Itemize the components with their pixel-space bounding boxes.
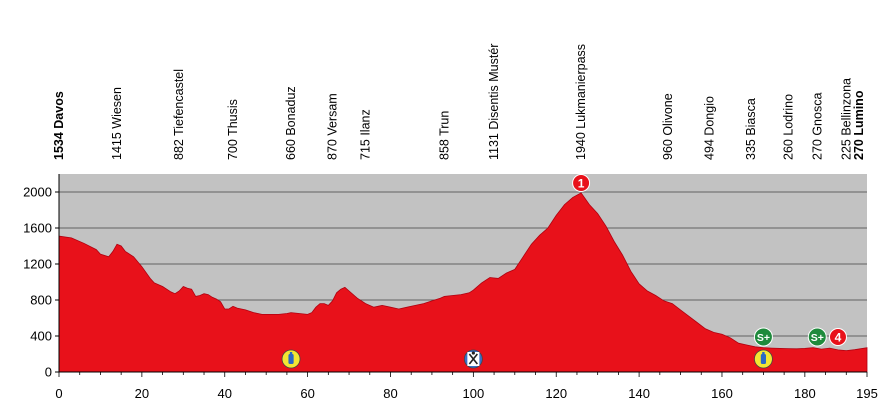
- location-label: 225 Bellinzona: [839, 78, 853, 160]
- x-tick-label: 180: [794, 386, 816, 401]
- sprint-badge-icon: S+: [807, 327, 827, 347]
- location-label: 858 Trun: [437, 111, 451, 160]
- kom-badge-icon: 1: [572, 174, 591, 192]
- location-label: 715 Ilanz: [359, 109, 373, 160]
- location-label: 260 Lodrino: [781, 94, 795, 160]
- x-tick-label: 120: [545, 386, 567, 401]
- y-tick-label: 800: [30, 293, 52, 308]
- location-label: 1131 Disentis Mustér: [487, 44, 501, 160]
- y-tick-label: 0: [45, 365, 52, 380]
- kom-badge-icon: 4: [828, 328, 847, 346]
- location-label: 870 Versam: [325, 93, 339, 160]
- svg-text:S+: S+: [811, 332, 824, 344]
- location-label: 494 Dongio: [703, 96, 717, 160]
- y-tick-label: 1200: [23, 257, 52, 272]
- x-tick-label: 80: [383, 386, 397, 401]
- svg-text:1: 1: [578, 177, 585, 191]
- axes: 0 400 800 1200 1600 2000 0 20 40 60 80 100 120 140 160…: [23, 174, 878, 401]
- cyclist-icon: [463, 349, 483, 369]
- location-label: 270 Gnosca: [810, 93, 824, 160]
- svg-text:S+: S+: [757, 332, 770, 344]
- bottle-icon: [754, 349, 773, 369]
- location-label: 960 Olivone: [661, 93, 675, 160]
- x-tick-label: 20: [135, 386, 149, 401]
- x-tick-label: 195: [856, 386, 878, 401]
- location-labels: 1534 Davos 1415 Wiesen 882 Tiefencastel 700…: [52, 44, 866, 160]
- location-label: 335 Biasca: [744, 98, 758, 160]
- location-label: 1534 Davos: [52, 91, 66, 160]
- y-tick-label: 400: [30, 329, 52, 344]
- bottle-icon: [281, 349, 301, 369]
- x-tick-label: 100: [463, 386, 485, 401]
- location-label: 1415 Wiesen: [110, 87, 124, 160]
- location-label: 1940 Lukmanierpass: [574, 44, 588, 160]
- svg-text:4: 4: [835, 331, 842, 345]
- x-tick-label: 160: [711, 386, 733, 401]
- x-tick-label: 140: [628, 386, 650, 401]
- x-tick-label: 60: [300, 386, 314, 401]
- markers: 1 S+ S+ 4: [281, 174, 847, 369]
- location-label: 700 Thusis: [226, 99, 240, 160]
- location-label: 270 Lumino: [852, 90, 866, 160]
- location-label: 882 Tiefencastel: [172, 69, 186, 160]
- elevation-area: [58, 192, 868, 373]
- y-tick-label: 2000: [23, 185, 52, 200]
- sprint-badge-icon: S+: [753, 327, 773, 347]
- x-tick-label: 40: [218, 386, 232, 401]
- y-tick-label: 1600: [23, 221, 52, 236]
- location-label: 660 Bonaduz: [284, 86, 298, 160]
- x-tick-label: 0: [55, 386, 62, 401]
